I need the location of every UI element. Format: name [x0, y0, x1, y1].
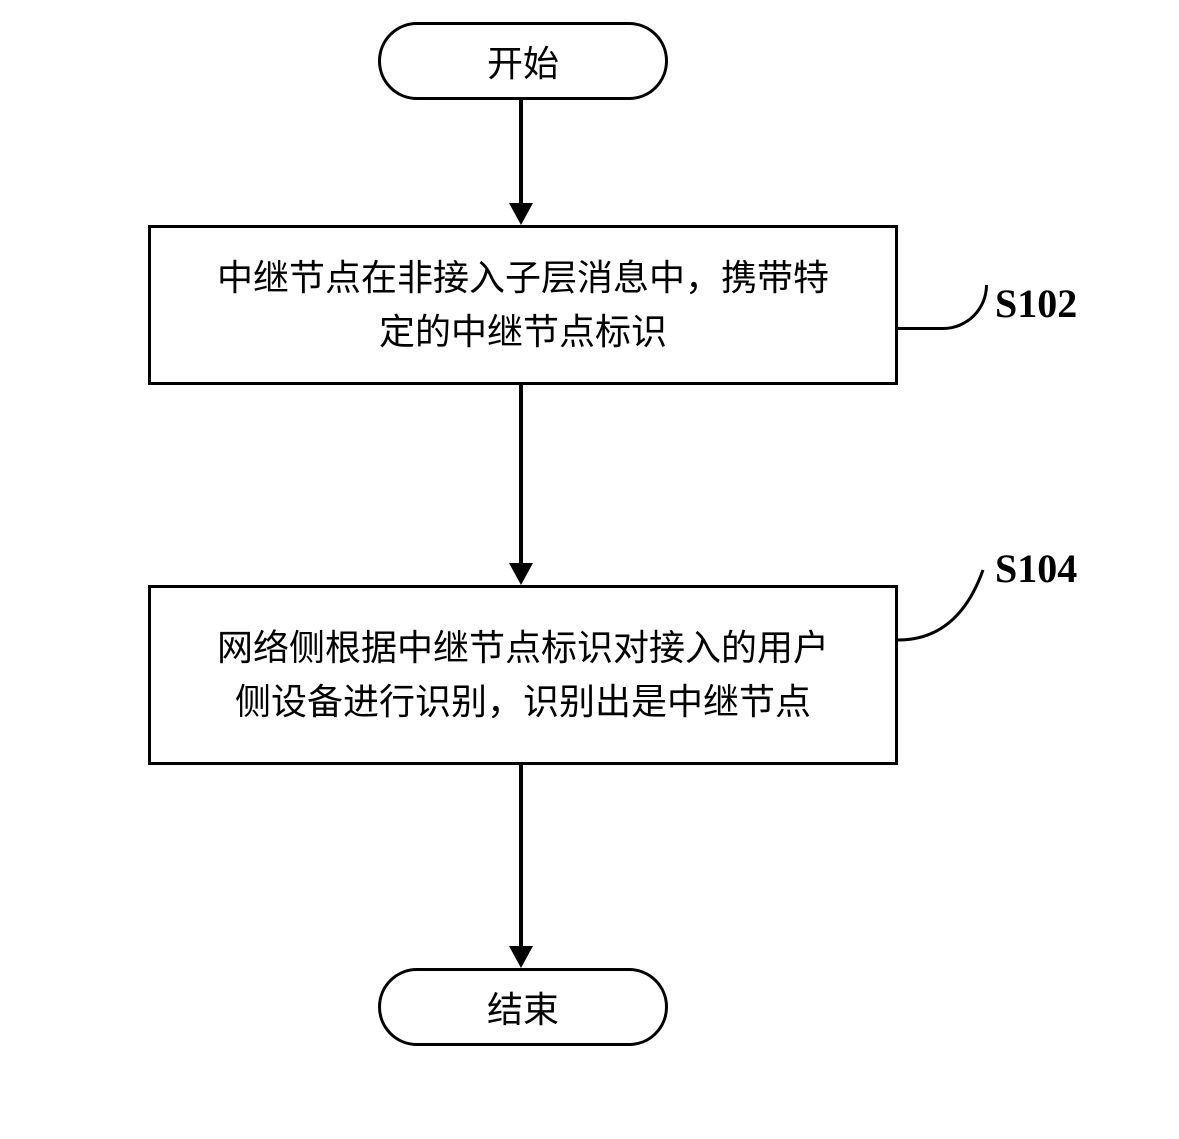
edge-s104-end-arrow [509, 946, 533, 968]
process-s102-line2: 定的中继节点标识 [217, 305, 829, 359]
process-s104-line1: 网络侧根据中继节点标识对接入的用户 [217, 621, 829, 675]
edge-s102-s104-arrow [509, 563, 533, 585]
end-label: 结束 [487, 981, 559, 1033]
process-s102: 中继节点在非接入子层消息中，携带特 定的中继节点标识 [148, 225, 898, 385]
edge-s102-s104-line [519, 385, 523, 563]
edge-s104-end-line [519, 765, 523, 946]
start-node: 开始 [378, 22, 668, 100]
edge-start-s102-arrow [509, 203, 533, 225]
s104-label: S104 [995, 545, 1077, 592]
s102-label-connector [898, 285, 988, 330]
end-node: 结束 [378, 968, 668, 1046]
process-s104: 网络侧根据中继节点标识对接入的用户 侧设备进行识别，识别出是中继节点 [148, 585, 898, 765]
start-label: 开始 [487, 35, 559, 87]
s102-label: S102 [995, 280, 1077, 327]
s104-label-connector [898, 565, 998, 645]
process-s102-line1: 中继节点在非接入子层消息中，携带特 [217, 251, 829, 305]
process-s104-line2: 侧设备进行识别，识别出是中继节点 [217, 675, 829, 729]
edge-start-s102-line [519, 100, 523, 203]
process-s104-text: 网络侧根据中继节点标识对接入的用户 侧设备进行识别，识别出是中继节点 [217, 621, 829, 729]
process-s102-text: 中继节点在非接入子层消息中，携带特 定的中继节点标识 [217, 251, 829, 359]
